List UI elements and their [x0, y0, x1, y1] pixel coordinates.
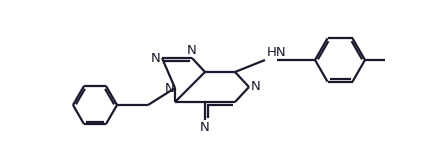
- Text: N: N: [187, 44, 197, 57]
- Text: N: N: [164, 81, 174, 94]
- Text: N: N: [200, 121, 210, 134]
- Text: N: N: [151, 52, 161, 66]
- Text: N: N: [251, 81, 261, 93]
- Text: HN: HN: [267, 46, 287, 59]
